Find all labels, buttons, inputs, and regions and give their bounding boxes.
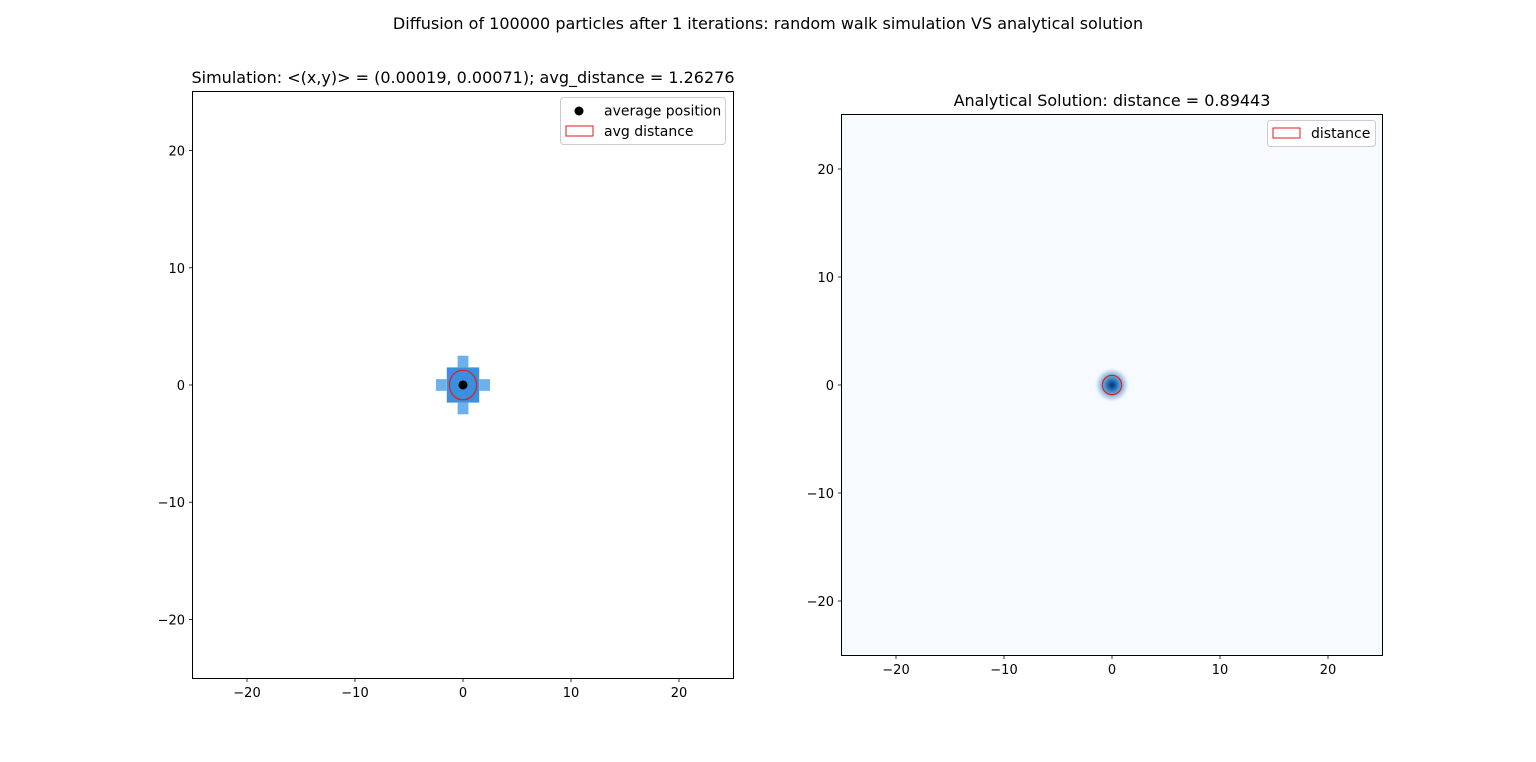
simulation-xtick-label: −10 [341,686,368,701]
histogram-cell [479,379,490,391]
average-position-marker [458,380,468,390]
histogram-cell [457,402,469,415]
analytical-xtick-label: −20 [882,663,909,678]
analytical-xtick-label: 10 [1212,663,1229,678]
simulation-ytick-label: 20 [168,145,185,160]
avg-distance-legend-patch [565,125,594,137]
simulation-x-axis: −20 −10 0 10 20 [233,678,687,701]
simulation-ytick-label: 0 [177,379,185,394]
legend-label-average-position: average position [604,104,721,120]
simulation-xtick-label: 10 [563,686,580,701]
analytical-ytick-label: −10 [807,487,834,502]
analytical-y-axis: −20 −10 0 10 20 [807,163,842,610]
legend-label-avg-distance: avg distance [604,124,694,140]
analytical-title: Analytical Solution: distance = 0.89443 [954,91,1271,110]
simulation-legend: average position avg distance [560,97,726,145]
analytical-xtick-label: 20 [1320,663,1337,678]
histogram-cell [436,379,447,391]
simulation-chart: Simulation: <(x,y)> = (0.00019, 0.00071)… [158,68,735,701]
analytical-xtick-label: −10 [990,663,1017,678]
analytical-legend-box [1267,120,1376,147]
figure-suptitle: Diffusion of 100000 particles after 1 it… [393,14,1143,33]
distance-circle [1101,374,1123,396]
analytical-chart: Analytical Solution: distance = 0.89443 … [807,91,1383,678]
analytical-legend: distance [1267,120,1376,147]
legend-label-distance: distance [1311,126,1370,142]
simulation-xtick-label: 0 [459,686,467,701]
analytical-ytick-label: 10 [817,271,834,286]
average-position-legend-marker [574,106,584,116]
analytical-ytick-label: −20 [807,595,834,610]
analytical-ytick-label: 20 [817,163,834,178]
simulation-xtick-label: 20 [671,686,688,701]
analytical-xtick-label: 0 [1108,663,1116,678]
density-peak [1093,366,1131,404]
analytical-ytick-label: 0 [826,379,834,394]
analytical-x-axis: −20 −10 0 10 20 [882,655,1336,678]
simulation-ytick-label: −20 [158,613,185,628]
simulation-title: Simulation: <(x,y)> = (0.00019, 0.00071)… [191,68,734,88]
simulation-ytick-label: −10 [158,496,185,511]
analytical-plot-area [842,115,1382,655]
simulation-legend-box [560,97,726,145]
simulation-y-axis: −20 −10 0 10 20 [158,145,193,628]
distance-legend-patch [1272,127,1301,139]
avg-distance-circle [448,369,478,401]
simulation-ytick-label: 10 [168,262,185,277]
simulation-plot-area [436,355,490,415]
histogram-cell [457,355,469,368]
simulation-xtick-label: −20 [233,686,260,701]
